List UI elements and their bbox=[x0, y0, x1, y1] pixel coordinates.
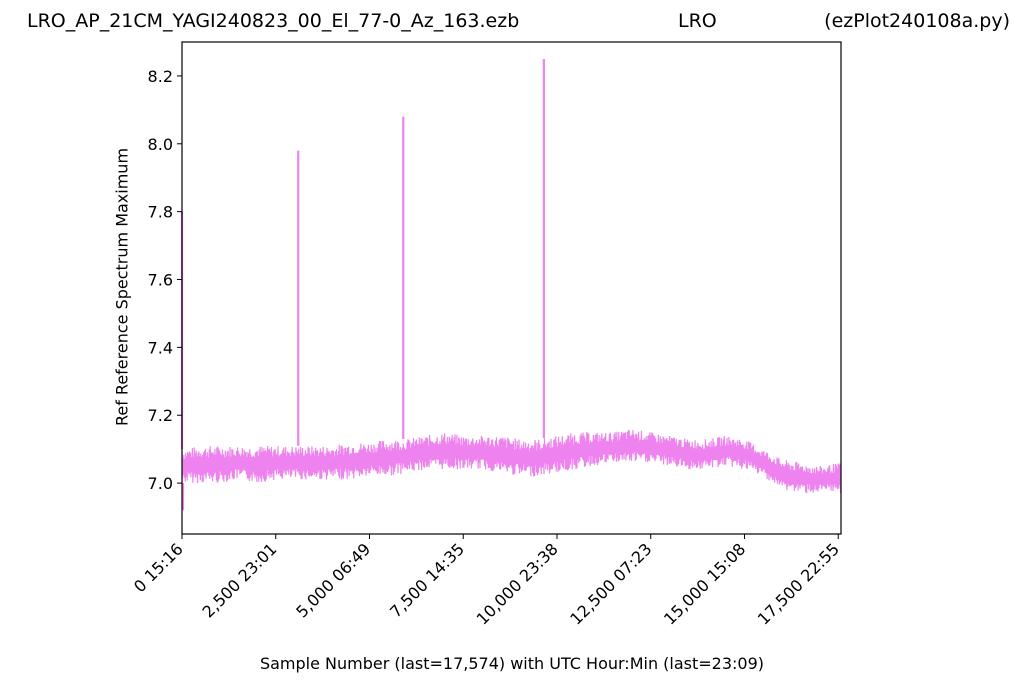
y-tick-label-4: 7.8 bbox=[148, 203, 173, 222]
chart-file-title: LRO_AP_21CM_YAGI240823_00_El_77-0_Az_163… bbox=[27, 10, 520, 32]
x-axis: 0 15:16 2,500 23:01 5,000 06:49 7,500 14:35… bbox=[130, 534, 843, 629]
series-trace bbox=[180, 58, 842, 511]
y-tick-label-2: 7.4 bbox=[148, 338, 173, 357]
plot-area-frame bbox=[181, 41, 842, 535]
x-axis-label: Sample Number (last=17,574) with UTC Hou… bbox=[259, 654, 765, 673]
series-noise-band bbox=[181, 430, 842, 494]
x-tick-label-5: 12,500 07:23 bbox=[566, 539, 655, 628]
x-tick-label-3: 7,500 14:35 bbox=[386, 539, 468, 621]
y-tick-label-6: 8.2 bbox=[148, 67, 173, 86]
x-tick-label-2: 5,000 06:49 bbox=[292, 539, 374, 621]
y-tick-label-0: 7.0 bbox=[148, 474, 173, 493]
y-axis: 7.0 7.2 7.4 7.6 7.8 8.0 8.2 bbox=[148, 67, 182, 493]
x-tick-label-0: 0 15:16 bbox=[130, 539, 187, 596]
y-tick-label-1: 7.2 bbox=[148, 406, 173, 425]
x-tick-label-1: 2,500 23:01 bbox=[199, 539, 281, 621]
y-axis-label: Ref Reference Spectrum Maximum bbox=[112, 147, 132, 427]
x-tick-label-4: 10,000 23:38 bbox=[473, 539, 562, 628]
chart-program-title: (ezPlot240108a.py) bbox=[824, 10, 1010, 32]
chart-site-title: LRO bbox=[678, 10, 717, 32]
y-tick-label-3: 7.6 bbox=[148, 271, 173, 290]
x-tick-label-7: 17,500 22:55 bbox=[754, 539, 843, 628]
y-tick-label-5: 8.0 bbox=[148, 135, 173, 154]
x-tick-label-6: 15,000 15:08 bbox=[660, 539, 749, 628]
